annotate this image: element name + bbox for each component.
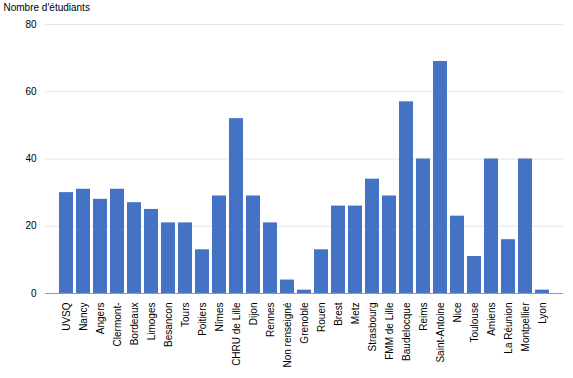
svg-text:Nice: Nice — [452, 302, 463, 322]
svg-text:60: 60 — [25, 86, 37, 97]
svg-text:80: 80 — [25, 19, 37, 30]
svg-text:Reims: Reims — [418, 303, 429, 331]
svg-text:Toulouse: Toulouse — [469, 302, 480, 342]
svg-text:Clermont-: Clermont- — [112, 303, 123, 347]
svg-text:Bordeaux: Bordeaux — [129, 303, 140, 346]
svg-text:Limoges: Limoges — [146, 303, 157, 341]
svg-text:Besancon: Besancon — [163, 303, 174, 347]
svg-text:20: 20 — [25, 220, 37, 231]
svg-text:La Réunion: La Réunion — [503, 303, 514, 354]
svg-text:Lyon: Lyon — [537, 303, 548, 324]
svg-text:Strasbourg: Strasbourg — [367, 303, 378, 352]
svg-text:Amiens: Amiens — [486, 303, 497, 336]
svg-text:Non renseigné: Non renseigné — [282, 302, 293, 367]
svg-text:Baudelocque: Baudelocque — [401, 302, 412, 361]
svg-text:Saint-Antoine: Saint-Antoine — [435, 302, 446, 362]
svg-text:Grenoble: Grenoble — [299, 302, 310, 344]
svg-text:Tours: Tours — [180, 303, 191, 327]
svg-text:Dijon: Dijon — [248, 303, 259, 326]
svg-text:Rennes: Rennes — [265, 303, 276, 337]
svg-text:Montpellier: Montpellier — [520, 302, 531, 352]
svg-text:Nombre d'étudiants: Nombre d'étudiants — [4, 2, 90, 13]
svg-text:Metz: Metz — [350, 303, 361, 325]
svg-text:Nancy: Nancy — [78, 303, 89, 331]
svg-text:CHRU de Lille: CHRU de Lille — [231, 302, 242, 366]
svg-text:Poitiers: Poitiers — [197, 303, 208, 336]
svg-text:UVSQ: UVSQ — [61, 302, 72, 331]
svg-text:40: 40 — [25, 153, 37, 164]
svg-text:Brest: Brest — [333, 302, 344, 326]
svg-text:Nîmes: Nîmes — [214, 303, 225, 332]
svg-text:Angers: Angers — [95, 303, 106, 335]
svg-text:FMM de Lille: FMM de Lille — [384, 302, 395, 360]
svg-text:Rouen: Rouen — [316, 303, 327, 332]
svg-text:0: 0 — [31, 288, 37, 299]
